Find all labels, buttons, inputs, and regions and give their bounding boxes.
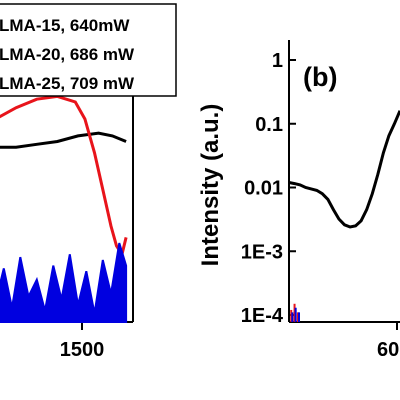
panel-b-black-curve [288,110,400,229]
panel-b-x-tick-label: 60 [377,339,399,361]
y-tick-label-0: 1 [272,50,283,72]
series-lma-20-line [0,94,128,259]
panel-b-y-ticks: 1 0.1 0.01 1E-3 1E-4 [241,50,296,327]
legend-entry-lma-15: LMA-15, 640mW [0,16,130,35]
series-lma-25-line [0,242,128,323]
legend-box [0,3,177,97]
legend: LMA-15, 640mW LMA-20, 686 mW LMA-25, 709… [0,3,177,97]
y-tick-label-3: 1E-3 [241,241,283,263]
panel-b-spikes [290,303,300,322]
panel-b-label: (b) [303,62,337,92]
y-tick-label-4: 1E-4 [241,305,284,327]
legend-entry-lma-25: LMA-25, 709 mW [0,74,135,93]
y-tick-label-2: 0.01 [244,178,283,200]
panel-a: 1500 LMA-15, 640mW LMA-20, 686 mW LMA-25… [0,3,177,361]
legend-entry-lma-20: LMA-20, 686 mW [0,45,135,64]
series-lma-15-line [0,131,127,149]
panel-b: 60 1 0.1 0.01 1E-3 1E-4 Intensity (a.u.) (b) [197,40,400,361]
panel-b-y-axis-label: Intensity (a.u.) [197,104,224,267]
panel-a-x-tick-label: 1500 [60,339,105,361]
y-tick-label-1: 0.1 [255,114,283,136]
